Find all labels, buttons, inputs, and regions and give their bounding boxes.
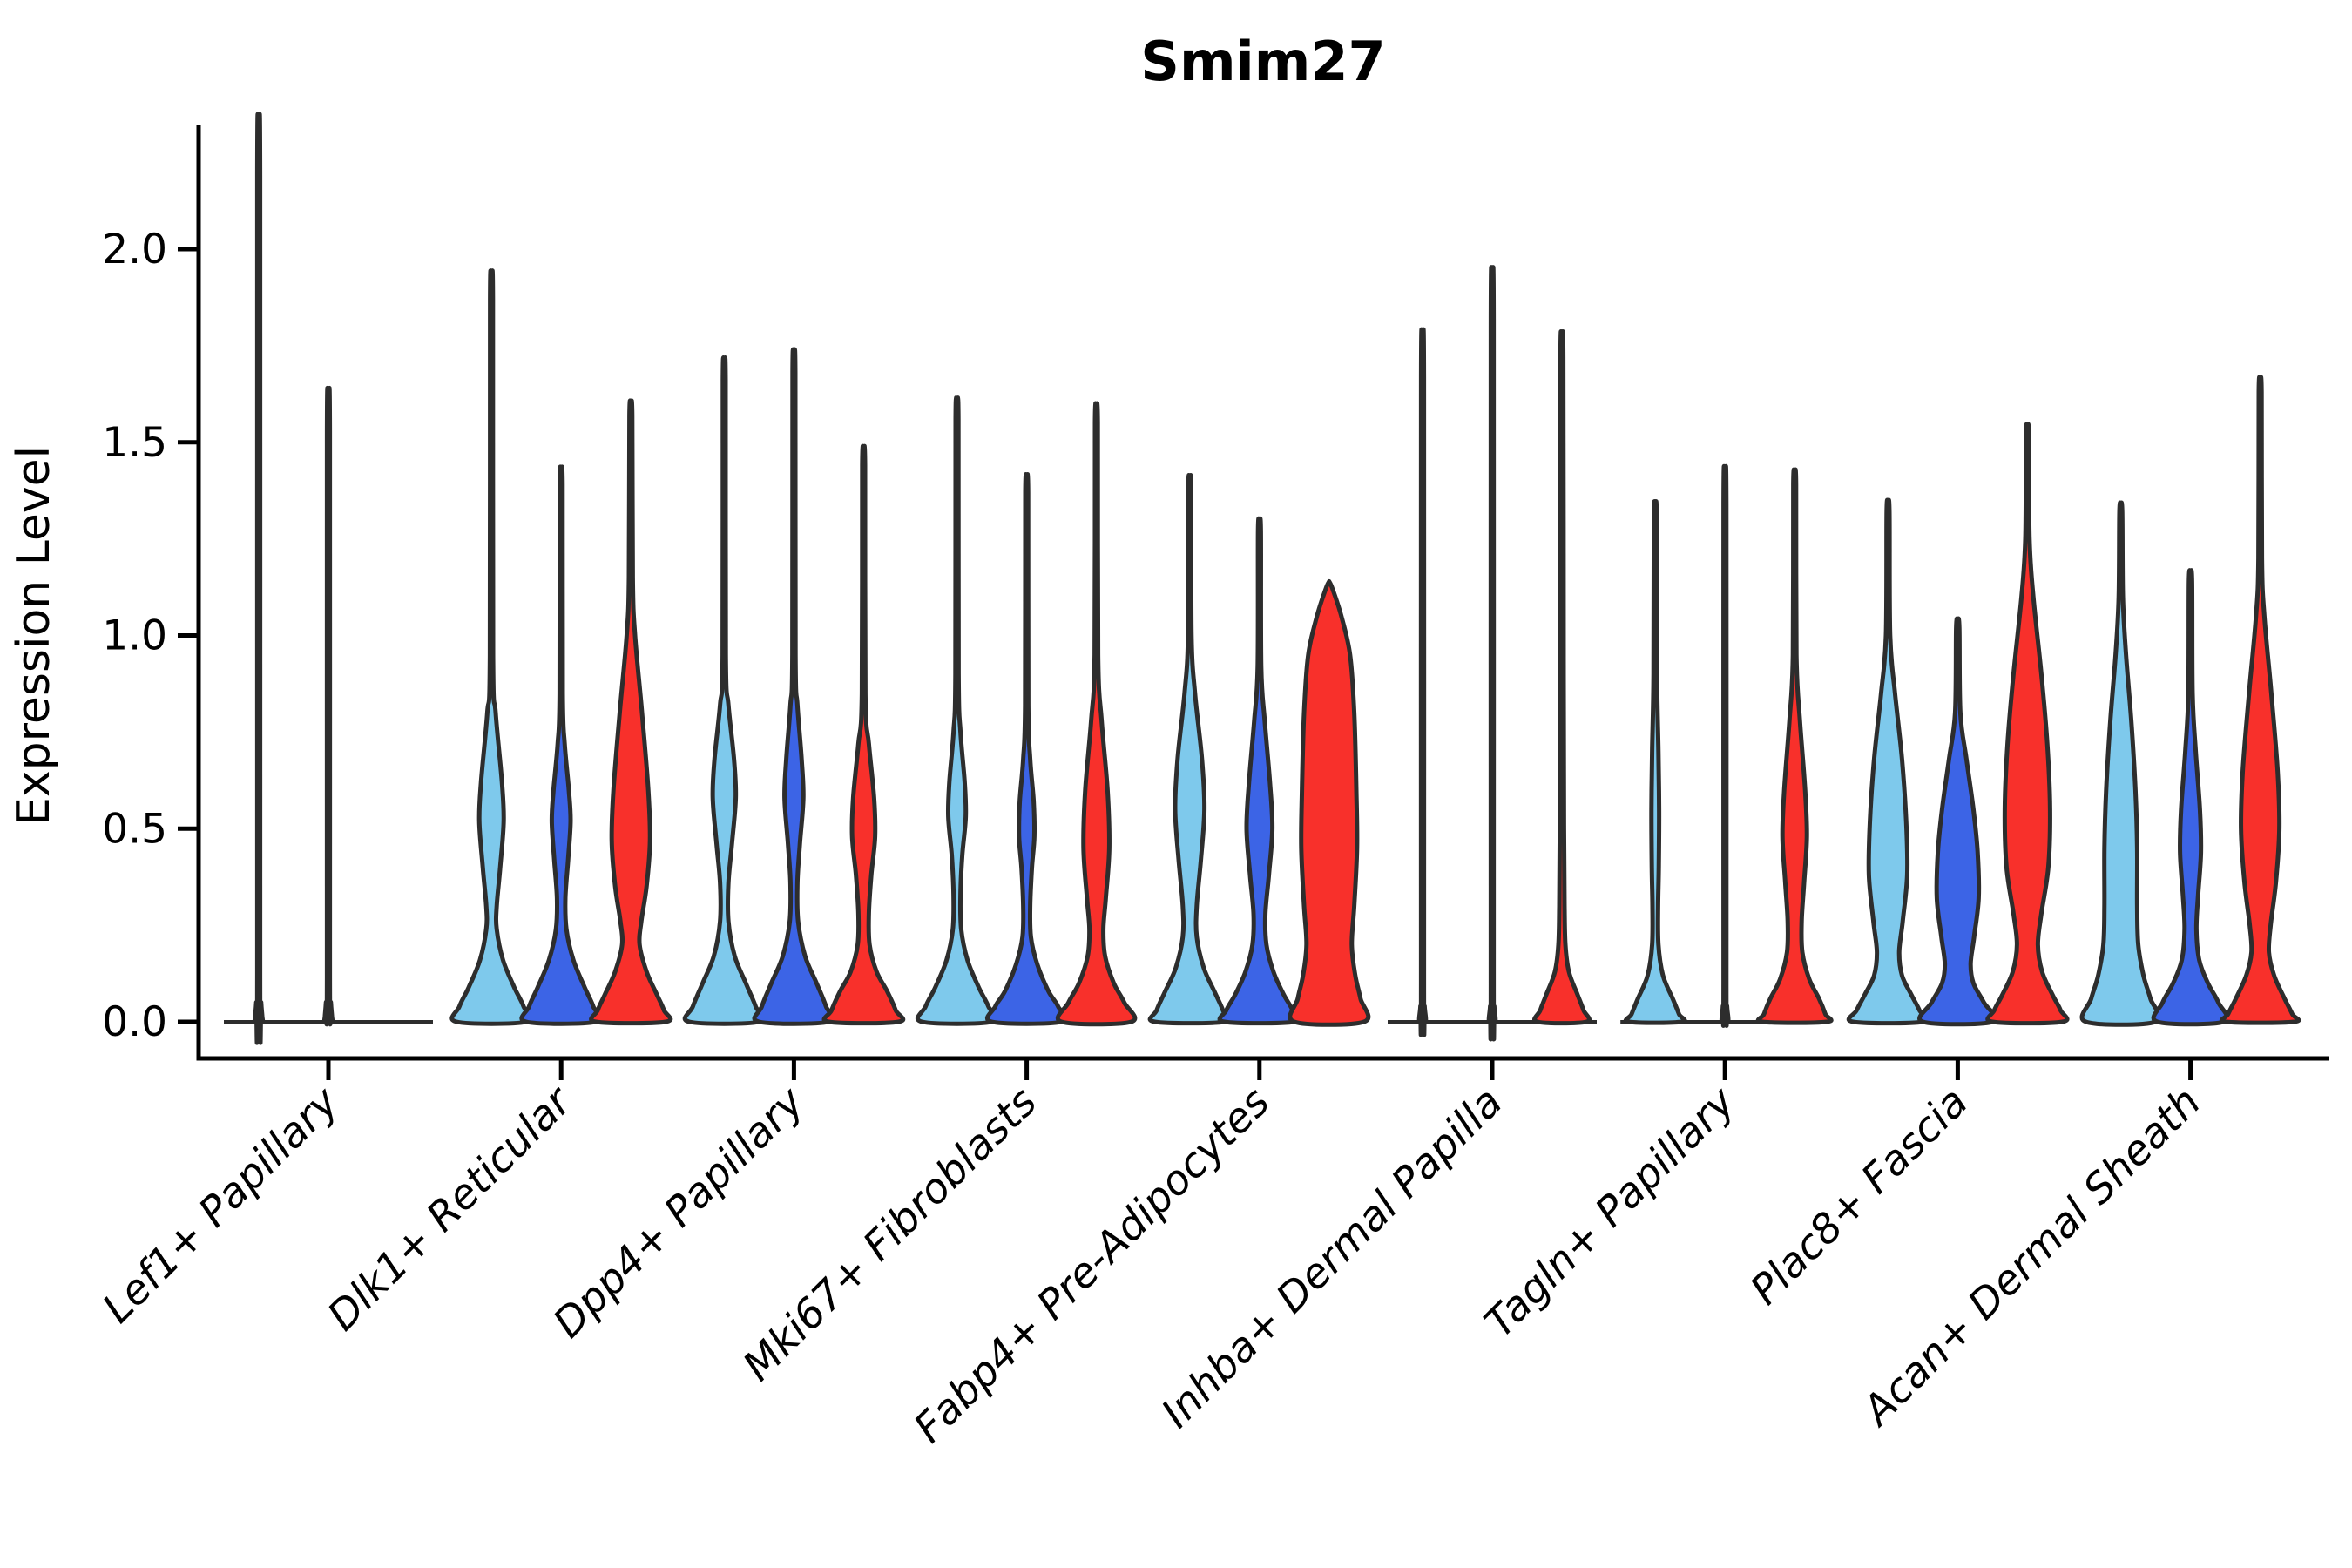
violin-plac8-dark_blue — [1917, 616, 1998, 1027]
violin-inhba-dark_blue — [1486, 265, 1498, 1042]
violin-mki67-light_blue — [916, 395, 999, 1026]
y-tick-label: 1.0 — [102, 612, 167, 660]
violin-dlk1-light_blue — [449, 268, 533, 1026]
x-tick-label: Dlk1+ Reticular — [319, 1077, 583, 1341]
violin-lef1-light_blue — [252, 112, 266, 1045]
violin-fabp4-dark_blue — [1217, 516, 1301, 1026]
violin-acan-dark_blue — [2151, 568, 2230, 1027]
x-tick-label: Plac8+ Fascia — [1741, 1078, 1977, 1315]
y-tick-label: 1.5 — [102, 419, 167, 467]
violin-fabp4-light_blue — [1147, 473, 1232, 1026]
violin-tagln-light_blue — [1623, 499, 1687, 1025]
violin-dpp4-red — [821, 443, 906, 1026]
violin-inhba-light_blue — [1416, 327, 1429, 1037]
chart-title: Smim27 — [1140, 30, 1385, 93]
y-tick-label: 0.0 — [102, 998, 167, 1046]
x-tick-label: Tagln+ Papillary — [1476, 1078, 1746, 1348]
violin-mki67-dark_blue — [985, 472, 1069, 1026]
x-tick-label: Lef1+ Papillary — [93, 1078, 348, 1333]
violin-dpp4-light_blue — [682, 355, 766, 1026]
x-tick-label: Dpp4+ Papillary — [544, 1078, 814, 1348]
violin-lef1-dark_blue — [321, 385, 335, 1027]
violin-plac8-light_blue — [1846, 497, 1930, 1026]
violin-fabp4-red — [1288, 578, 1371, 1027]
y-axis-label: Expression Level — [8, 446, 60, 826]
violin-tagln-dark_blue — [1719, 463, 1731, 1028]
violin-dlk1-dark_blue — [519, 464, 603, 1026]
violin-mki67-red — [1055, 401, 1138, 1027]
y-tick-label: 0.5 — [102, 805, 167, 853]
violin-dlk1-red — [589, 398, 673, 1026]
violin-tagln-red — [1755, 467, 1834, 1025]
y-tick-label: 2.0 — [102, 226, 167, 274]
violin-dpp4-dark_blue — [752, 347, 836, 1026]
violin-acan-light_blue — [2079, 500, 2162, 1027]
violin-inhba-red — [1532, 328, 1592, 1026]
violin-acan-red — [2219, 375, 2301, 1025]
violin-plac8-red — [1985, 422, 2070, 1026]
